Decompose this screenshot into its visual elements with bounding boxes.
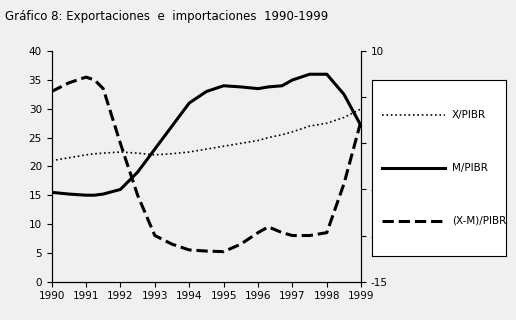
Text: (X-M)/PIBR: (X-M)/PIBR xyxy=(452,216,506,226)
Text: X/PIBR: X/PIBR xyxy=(452,110,486,120)
Text: Gráfico 8: Exportaciones  e  importaciones  1990-1999: Gráfico 8: Exportaciones e importaciones… xyxy=(5,10,328,23)
Text: M/PIBR: M/PIBR xyxy=(452,163,488,173)
